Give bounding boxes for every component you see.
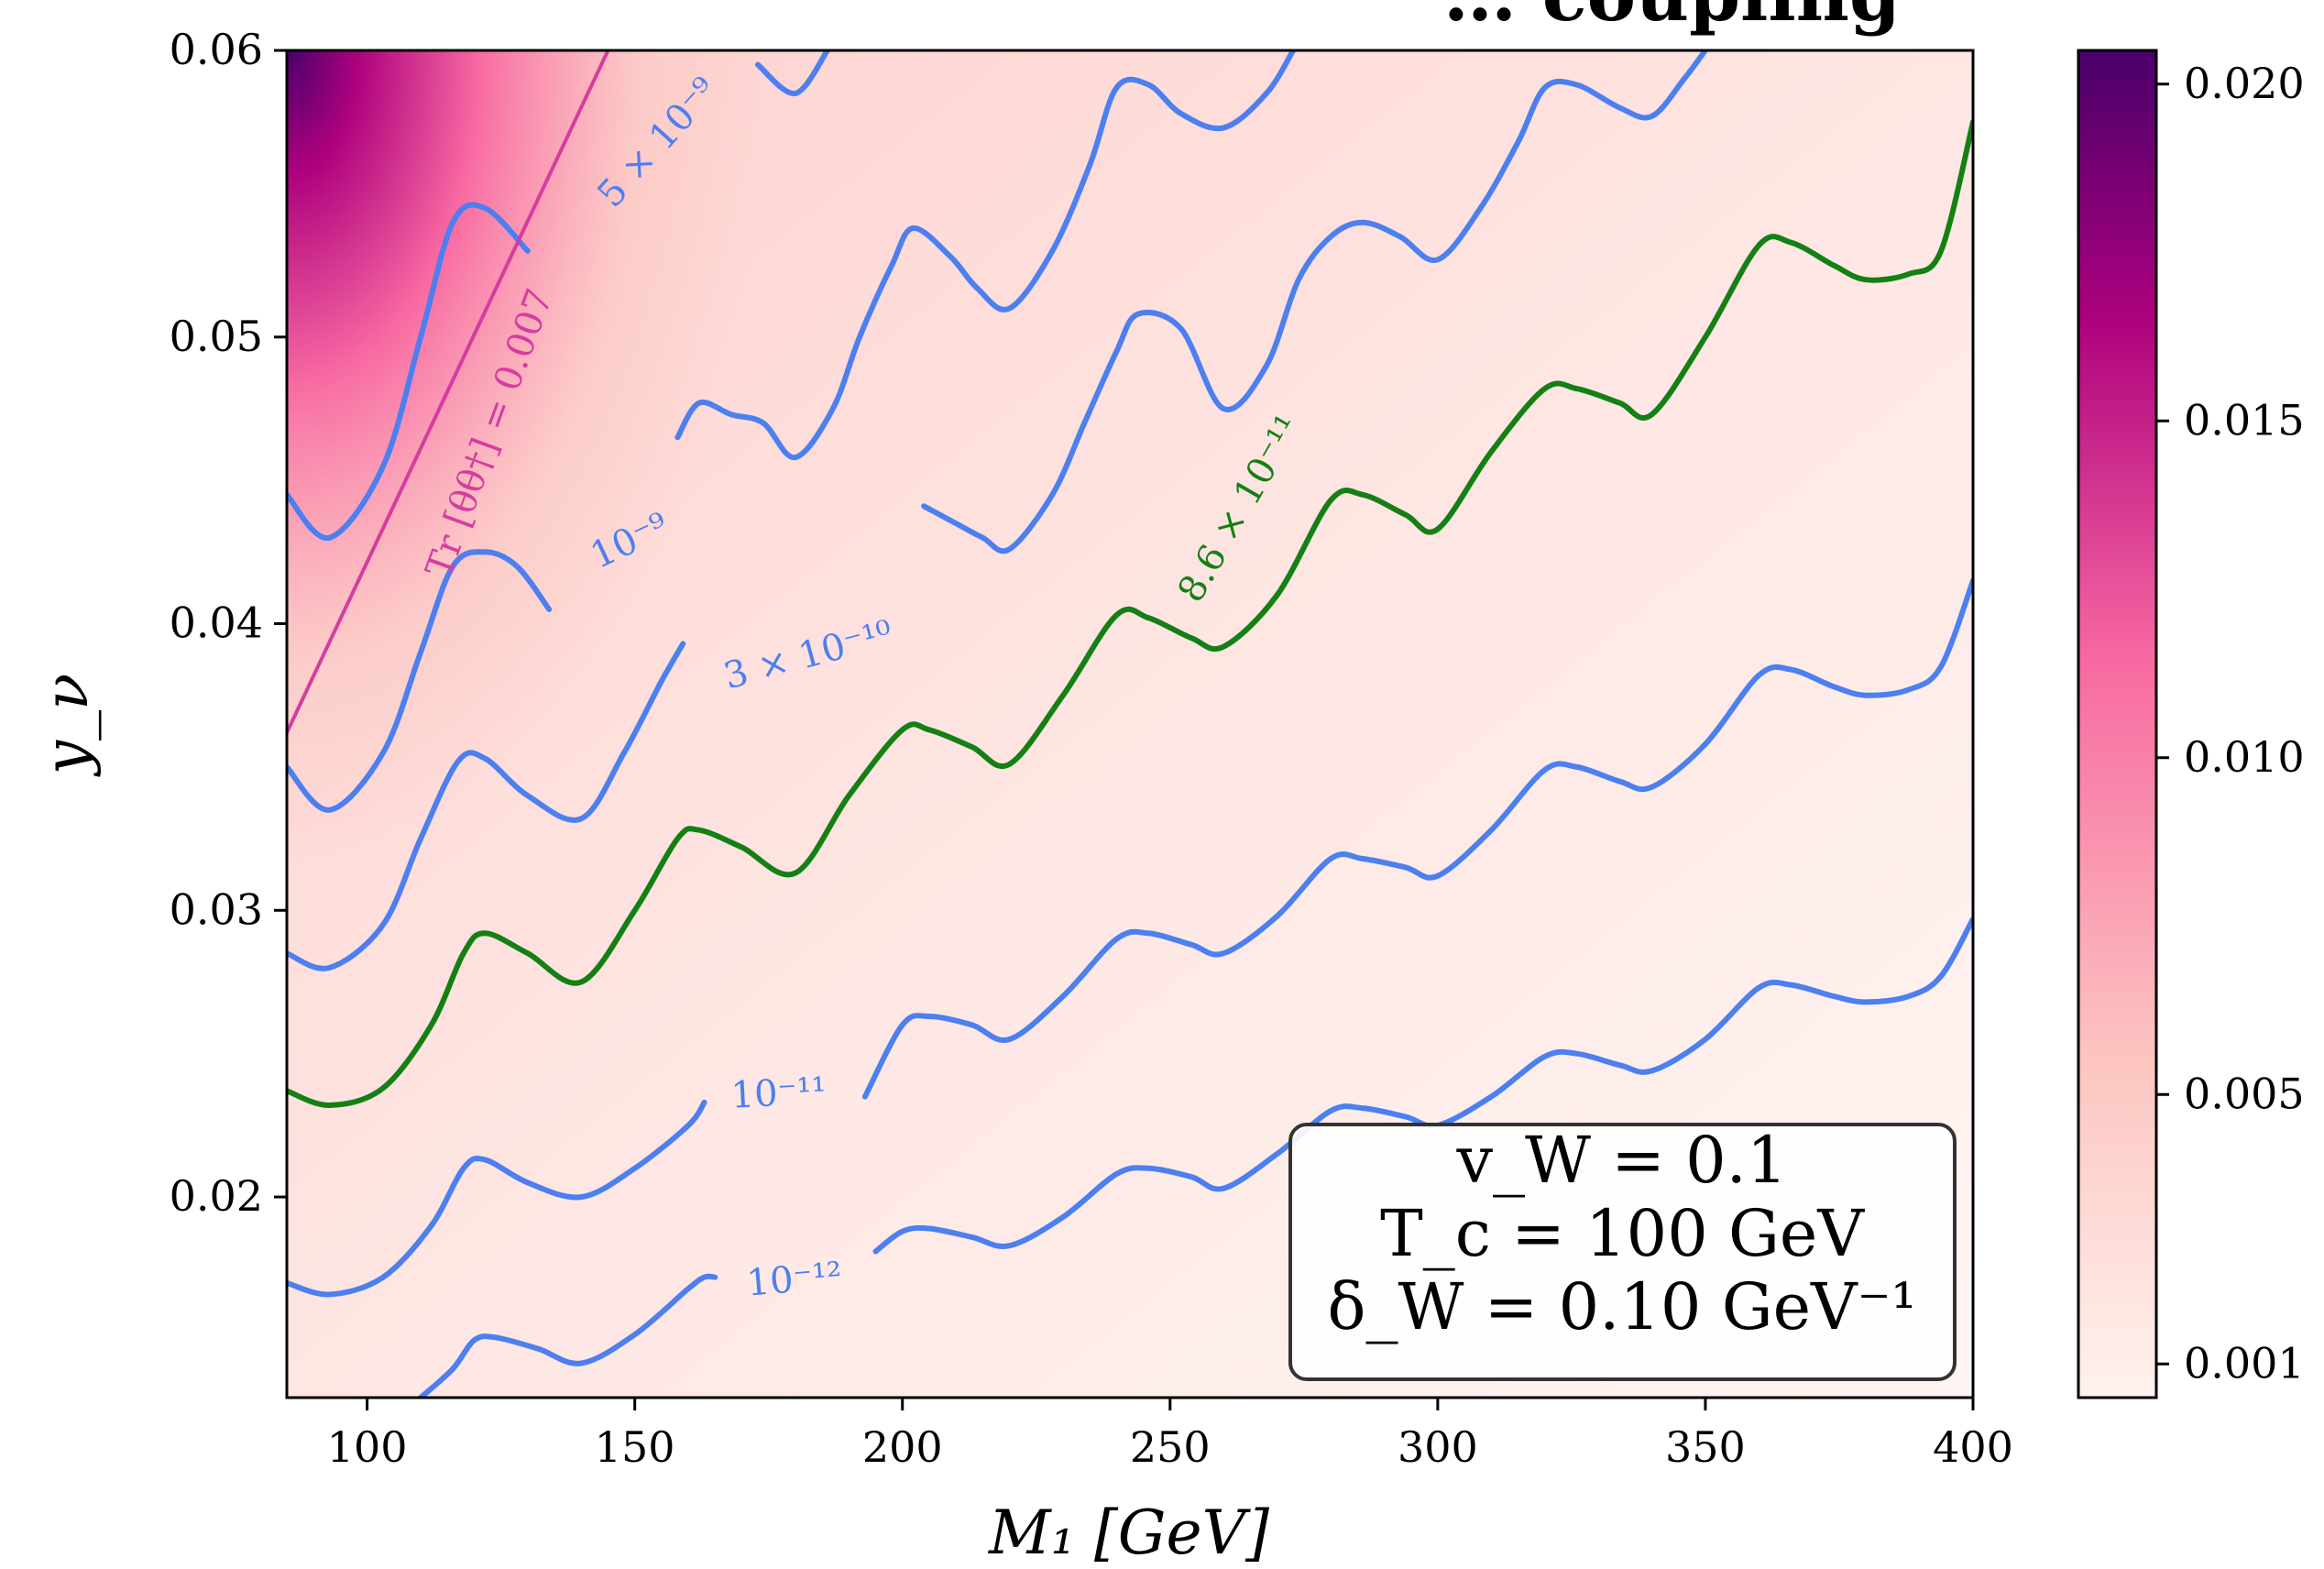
x-tick-label: 250 [1130,1422,1211,1472]
annotation-line-deltaw: δ_W = 0.10 GeV⁻¹ [1327,1269,1916,1344]
y-tick-label: 0.03 [170,884,263,934]
contour-line-5 [921,50,1708,554]
plot-area: 5 × 10⁻⁹10⁻⁹3 × 10⁻¹⁰8.6 × 10⁻¹¹10⁻¹¹10⁻… [285,49,1975,1399]
contour-line-7 [287,1099,707,1298]
x-axis-title: M₁ [GeV] [988,1498,1269,1568]
y-tick-label: 0.04 [170,598,263,648]
y-tick-label: 0.06 [170,25,263,74]
contour-line-3 [674,50,1297,461]
contour-line-2 [287,549,553,813]
colorbar-ticks: 0.020 0.015 0.010 0.005 0.001 [2156,59,2305,1388]
colorbar-tick-label: 0.001 [2184,1338,2305,1388]
y-axis: 0.02 0.03 0.04 0.05 0.06 [170,25,287,1221]
annotation-box: v_W = 0.1 T_c = 100 GeV δ_W = 0.10 GeV⁻¹ [1288,1123,1957,1381]
x-axis: 100 150 200 250 300 350 400 [327,1398,2013,1472]
y-axis-title: y_ν [31,674,102,777]
colorbar-tick-label: 0.020 [2184,59,2305,108]
x-tick-label: 100 [327,1422,408,1472]
contour-label-5: 10⁻¹² [745,1255,844,1305]
contour-label-4: 10⁻¹¹ [730,1070,828,1116]
colorbar-gradient [2077,49,2158,1399]
plot-frame [285,49,1975,1399]
colorbar-tick-label: 0.015 [2184,395,2305,444]
colorbar: 0.020 0.015 0.010 0.005 0.001 [2077,49,2305,1399]
x-tick-label: 200 [862,1422,943,1472]
contour-line-11 [287,50,610,735]
y-tick-label: 0.02 [170,1171,263,1221]
annotation-line-vw: v_W = 0.1 [1456,1123,1788,1198]
contour-line-0 [287,202,531,541]
contour-line-9 [418,1273,718,1398]
contour-line-8 [861,577,1973,1100]
contour-line-1 [755,50,830,96]
x-tick-label: 150 [595,1422,675,1472]
annotation-line-tc: T_c = 100 GeV [1380,1196,1865,1271]
x-tick-label: 300 [1398,1422,1478,1472]
colorbar-tick-label: 0.010 [2184,732,2305,782]
contour-line-6 [287,119,1973,1109]
x-tick-label: 350 [1665,1422,1746,1472]
colorbar-tick-label: 0.005 [2184,1069,2305,1118]
y-tick-label: 0.05 [170,312,263,361]
annotation-box-frame [1288,1123,1957,1381]
x-tick-label: 400 [1933,1422,2013,1472]
chart-title: … coupling [1443,0,1901,38]
contour-line-4 [287,641,686,971]
